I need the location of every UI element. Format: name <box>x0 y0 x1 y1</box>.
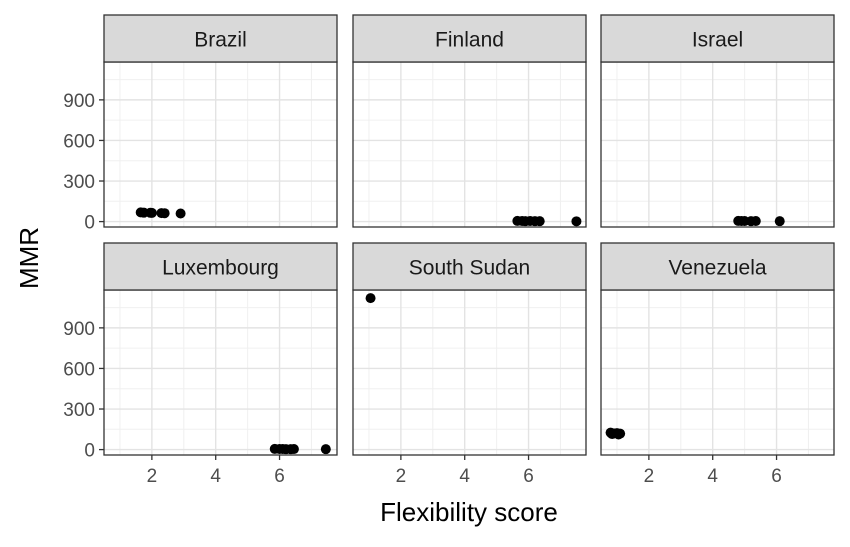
facet-panel-israel: Israel <box>600 14 835 228</box>
y-tick-label: 600 <box>63 359 95 380</box>
x-tick-label: 4 <box>459 466 470 487</box>
y-tick-label: 0 <box>84 213 95 234</box>
data-point <box>534 216 545 227</box>
facet-strip-label: Finland <box>435 29 504 52</box>
x-tick-label: 6 <box>274 466 285 487</box>
x-tick-label: 2 <box>147 466 158 487</box>
x-tick-label: 6 <box>771 466 782 487</box>
x-tick-label: 4 <box>707 466 718 487</box>
facet-strip-label: Israel <box>692 29 743 52</box>
facet-strip <box>103 14 338 63</box>
facet-strip <box>600 14 835 63</box>
data-point <box>613 429 624 440</box>
panel-background <box>353 290 586 455</box>
y-tick-label: 300 <box>63 400 95 421</box>
x-tick-label: 4 <box>210 466 221 487</box>
data-point <box>365 293 376 304</box>
panels: Brazil Finland Israel Luxembourg South Sudan… <box>103 14 835 456</box>
facet-strip <box>352 14 587 63</box>
facet-panel-south-sudan: South Sudan <box>352 242 587 456</box>
panel-background <box>353 62 586 227</box>
facet-strip-label: South Sudan <box>409 257 530 280</box>
facet-strip-label: Luxembourg <box>162 257 279 280</box>
panel-background <box>601 290 834 455</box>
y-tick-label: 900 <box>63 319 95 340</box>
data-point <box>774 216 785 227</box>
facet-panel-brazil: Brazil <box>103 14 338 228</box>
x-tick-label: 6 <box>523 466 534 487</box>
x-tick-label: 2 <box>644 466 655 487</box>
y-tick-label: 900 <box>63 91 95 112</box>
facet-panel-venezuela: Venezuela <box>600 242 835 456</box>
facet-strip-label: Brazil <box>194 29 247 52</box>
data-point <box>146 207 157 218</box>
data-point <box>175 208 186 219</box>
facet-panel-finland: Finland <box>352 14 587 228</box>
panel-background <box>104 62 337 227</box>
data-point <box>750 216 761 227</box>
facet-strip <box>352 242 587 291</box>
facet-strip <box>600 242 835 291</box>
y-axis-title: MMR <box>14 227 44 289</box>
data-point <box>288 444 299 455</box>
panel-background <box>104 290 337 455</box>
y-tick-label: 300 <box>63 172 95 193</box>
data-point <box>320 444 331 455</box>
facet-panel-luxembourg: Luxembourg <box>103 242 338 456</box>
facet-strip-label: Venezuela <box>668 257 766 280</box>
data-point <box>571 216 582 227</box>
y-axes: 0 300 600 900 0 300 600 900 <box>63 91 104 462</box>
x-axis-title: Flexibility score <box>380 497 558 527</box>
x-axes: 2 4 6 2 4 6 2 4 6 <box>147 455 782 487</box>
panel-background <box>601 62 834 227</box>
data-point <box>159 208 170 219</box>
facet-strip <box>103 242 338 291</box>
y-tick-label: 0 <box>84 441 95 462</box>
x-tick-label: 2 <box>396 466 407 487</box>
y-tick-label: 600 <box>63 131 95 152</box>
